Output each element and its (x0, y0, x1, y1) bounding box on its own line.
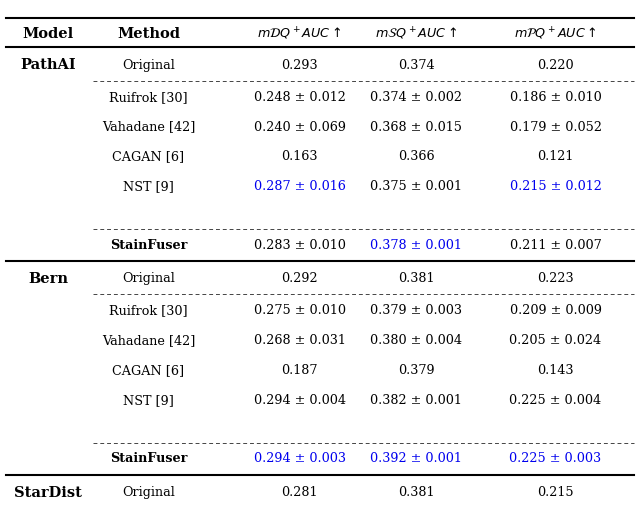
Text: 0.283 ± 0.010: 0.283 ± 0.010 (253, 239, 346, 252)
Text: 0.381: 0.381 (397, 486, 435, 499)
Text: CAGAN [6]: CAGAN [6] (113, 150, 184, 163)
Text: Original: Original (122, 486, 175, 499)
Text: 0.381: 0.381 (397, 273, 435, 285)
Text: Vahadane [42]: Vahadane [42] (102, 334, 195, 347)
Text: $m\mathcal{S}Q^+AUC\uparrow$: $m\mathcal{S}Q^+AUC\uparrow$ (375, 26, 457, 42)
Text: 0.215 ± 0.012: 0.215 ± 0.012 (509, 180, 602, 193)
Text: $m\mathcal{P}Q^+AUC\uparrow$: $m\mathcal{P}Q^+AUC\uparrow$ (514, 26, 597, 42)
Text: NST [9]: NST [9] (123, 180, 174, 193)
Text: Ruifrok [30]: Ruifrok [30] (109, 305, 188, 317)
Text: Original: Original (122, 59, 175, 72)
Text: Original: Original (122, 273, 175, 285)
Text: 0.240 ± 0.069: 0.240 ± 0.069 (253, 121, 346, 133)
Text: 0.392 ± 0.001: 0.392 ± 0.001 (370, 452, 462, 466)
Text: 0.143: 0.143 (537, 364, 574, 377)
Text: 0.294 ± 0.004: 0.294 ± 0.004 (253, 394, 346, 407)
Text: StainFuser: StainFuser (110, 239, 187, 252)
Text: $m\mathcal{D}Q^+AUC\uparrow$: $m\mathcal{D}Q^+AUC\uparrow$ (257, 26, 342, 42)
Text: NST [9]: NST [9] (123, 394, 174, 407)
Text: 0.205 ± 0.024: 0.205 ± 0.024 (509, 334, 602, 347)
Text: 0.179 ± 0.052: 0.179 ± 0.052 (509, 121, 602, 133)
Text: 0.293: 0.293 (281, 59, 318, 72)
Text: 0.366: 0.366 (397, 150, 435, 163)
Text: Ruifrok [30]: Ruifrok [30] (109, 91, 188, 104)
Text: 0.374 ± 0.002: 0.374 ± 0.002 (370, 91, 462, 104)
Text: PathAI: PathAI (20, 59, 76, 72)
Text: StarDist: StarDist (14, 486, 82, 499)
Text: 0.368 ± 0.015: 0.368 ± 0.015 (370, 121, 462, 133)
Text: 0.294 ± 0.003: 0.294 ± 0.003 (253, 452, 346, 466)
Text: 0.378 ± 0.001: 0.378 ± 0.001 (370, 239, 462, 252)
Text: 0.281: 0.281 (281, 486, 318, 499)
Text: 0.215: 0.215 (537, 486, 574, 499)
Text: 0.268 ± 0.031: 0.268 ± 0.031 (253, 334, 346, 347)
Text: 0.382 ± 0.001: 0.382 ± 0.001 (370, 394, 462, 407)
Text: 0.275 ± 0.010: 0.275 ± 0.010 (253, 305, 346, 317)
Text: 0.187: 0.187 (281, 364, 318, 377)
Text: StainFuser: StainFuser (110, 452, 187, 466)
Text: 0.223: 0.223 (537, 273, 574, 285)
Text: 0.374: 0.374 (397, 59, 435, 72)
Text: Model: Model (22, 27, 74, 41)
Text: 0.248 ± 0.012: 0.248 ± 0.012 (253, 91, 346, 104)
Text: Bern: Bern (28, 272, 68, 286)
Text: 0.225 ± 0.004: 0.225 ± 0.004 (509, 394, 602, 407)
Text: Method: Method (117, 27, 180, 41)
Text: 0.380 ± 0.004: 0.380 ± 0.004 (370, 334, 462, 347)
Text: 0.287 ± 0.016: 0.287 ± 0.016 (253, 180, 346, 193)
Text: 0.220: 0.220 (537, 59, 574, 72)
Text: Vahadane [42]: Vahadane [42] (102, 121, 195, 133)
Text: 0.163: 0.163 (281, 150, 318, 163)
Text: 0.121: 0.121 (538, 150, 573, 163)
Text: 0.292: 0.292 (281, 273, 318, 285)
Text: 0.209 ± 0.009: 0.209 ± 0.009 (509, 305, 602, 317)
Text: 0.225 ± 0.003: 0.225 ± 0.003 (509, 452, 602, 466)
Text: 0.375 ± 0.001: 0.375 ± 0.001 (370, 180, 462, 193)
Text: 0.379: 0.379 (397, 364, 435, 377)
Text: 0.379 ± 0.003: 0.379 ± 0.003 (370, 305, 462, 317)
Text: CAGAN [6]: CAGAN [6] (113, 364, 184, 377)
Text: 0.186 ± 0.010: 0.186 ± 0.010 (509, 91, 602, 104)
Text: 0.211 ± 0.007: 0.211 ± 0.007 (509, 239, 602, 252)
